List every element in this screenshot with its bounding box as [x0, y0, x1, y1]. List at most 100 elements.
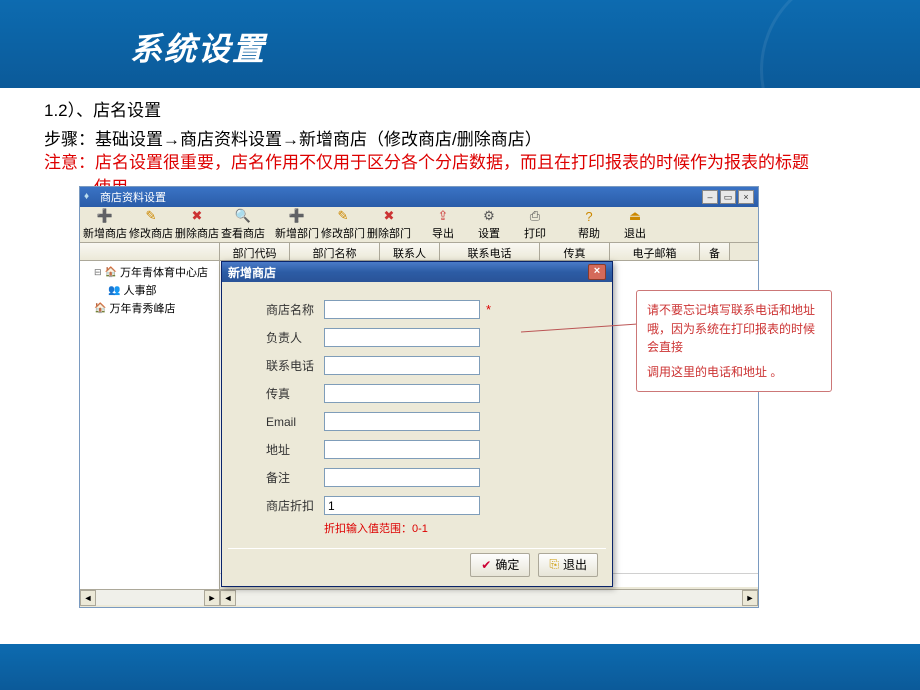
field-row-传真: 传真 [266, 384, 592, 403]
toolbar-icon: ⚙ [481, 208, 497, 224]
note-line-1: 注意：店名设置很重要，店名作用不仅用于区分各个分店数据，而且在打印报表的时候作为… [44, 152, 876, 175]
toolbar-label: 删除商店 [175, 225, 219, 241]
app-icon: ♦ [84, 191, 96, 203]
toolbar-新增部门[interactable]: ➕新增部门 [274, 207, 320, 242]
slide-content: 1.2）、店名设置 步骤：基础设置→商店资料设置→新增商店（修改商店/删除商店）… [0, 88, 920, 200]
step-label: 步骤： [44, 130, 95, 149]
toolbar-icon: ⇪ [435, 208, 451, 224]
slide-title: 系统设置 [130, 24, 266, 70]
column-header[interactable]: 联系人 [380, 243, 440, 260]
tree-item[interactable]: 🏠万年青秀峰店 [82, 299, 217, 317]
note-label: 注意： [44, 153, 95, 172]
toolbar-icon: ⏏ [627, 208, 643, 224]
scroll-right-button[interactable]: ► [742, 590, 758, 606]
field-label: 地址 [266, 441, 324, 458]
负责人-input[interactable] [324, 328, 480, 347]
column-header[interactable]: 部门名称 [290, 243, 380, 260]
toolbar-设置[interactable]: ⚙设置 [466, 207, 512, 242]
tree-label: 万年青秀峰店 [109, 300, 175, 316]
scroll-track[interactable] [236, 590, 742, 605]
dialog-button-bar: ✔ 确定 ⎘退出 [228, 548, 606, 580]
grid-hscroll: ◄ ► [220, 589, 758, 605]
field-row-备注: 备注 [266, 468, 592, 487]
toolbar-icon: ✎ [143, 208, 159, 224]
toolbar-打印[interactable]: ⎙打印 [512, 207, 558, 242]
toolbar-label: 导出 [432, 225, 454, 241]
window-controls: – ▭ × [702, 190, 754, 204]
field-label: Email [266, 415, 324, 429]
scroll-track[interactable] [96, 590, 204, 605]
toolbar-新增商店[interactable]: ➕新增商店 [82, 207, 128, 242]
app-titlebar: ♦ 商店资料设置 – ▭ × [80, 187, 758, 207]
field-label: 商店折扣 [266, 497, 324, 514]
grid-corner [80, 243, 220, 260]
toolbar-icon: ⎙ [527, 208, 543, 224]
toolbar-label: 新增商店 [83, 225, 127, 241]
close-button[interactable]: × [738, 190, 754, 204]
required-star-icon: * [486, 302, 491, 317]
column-header[interactable]: 联系电话 [440, 243, 540, 260]
ok-button[interactable]: ✔ 确定 [470, 553, 530, 577]
app-title: 商店资料设置 [100, 189, 166, 205]
column-header[interactable]: 部门代码 [220, 243, 290, 260]
scroll-right-button[interactable]: ► [204, 590, 220, 606]
field-row-地址: 地址 [266, 440, 592, 459]
toolbar-icon: ➕ [97, 208, 113, 224]
tree-panel: ⊟🏠万年青体育中心店👥人事部🏠万年青秀峰店 [80, 261, 220, 591]
column-header[interactable]: 电子邮箱 [610, 243, 700, 260]
ok-label: 确定 [495, 556, 519, 573]
column-header[interactable]: 备 [700, 243, 730, 260]
check-icon: ✔ [481, 558, 491, 572]
toolbar-删除部门[interactable]: ✖删除部门 [366, 207, 412, 242]
备注-input[interactable] [324, 468, 480, 487]
slide-header: 系统设置 [0, 0, 920, 88]
toolbar-查看商店[interactable]: 🔍查看商店 [220, 207, 266, 242]
toolbar-icon: ✎ [335, 208, 351, 224]
地址-input[interactable] [324, 440, 480, 459]
field-row-联系电话: 联系电话 [266, 356, 592, 375]
商店名称-input[interactable] [324, 300, 480, 319]
door-icon: ⎘ [549, 557, 559, 572]
toolbar-label: 设置 [478, 225, 500, 241]
step-part-0: 基础设置 [95, 130, 163, 149]
tree-node-icon: 🏠 [105, 267, 117, 278]
exit-button[interactable]: ⎘退出 [538, 553, 598, 577]
field-row-Email: Email [266, 412, 592, 431]
arrow-icon: → [282, 130, 299, 149]
maximize-button[interactable]: ▭ [720, 190, 736, 204]
toolbar-删除商店[interactable]: ✖删除商店 [174, 207, 220, 242]
toolbar-label: 退出 [624, 225, 646, 241]
field-row-商店折扣: 商店折扣 [266, 496, 592, 515]
tree-hscroll: ◄ ► [80, 589, 220, 605]
toolbar-修改商店[interactable]: ✎修改商店 [128, 207, 174, 242]
toolbar-帮助[interactable]: ?帮助 [566, 207, 612, 242]
slide-footer [0, 644, 920, 690]
minimize-button[interactable]: – [702, 190, 718, 204]
column-header[interactable]: 传真 [540, 243, 610, 260]
toolbar-导出[interactable]: ⇪导出 [420, 207, 466, 242]
商店折扣-input[interactable] [324, 496, 480, 515]
toolbar-退出[interactable]: ⏏退出 [612, 207, 658, 242]
联系电话-input[interactable] [324, 356, 480, 375]
toolbar-修改部门[interactable]: ✎修改部门 [320, 207, 366, 242]
toolbar-icon: 🔍 [235, 208, 251, 224]
scroll-left-button[interactable]: ◄ [220, 590, 236, 606]
toolbar-label: 打印 [524, 225, 546, 241]
toolbar-label: 新增部门 [275, 225, 319, 241]
tree-expander-icon[interactable]: ⊟ [94, 267, 102, 278]
tree-label: 人事部 [123, 282, 156, 298]
scroll-left-button[interactable]: ◄ [80, 590, 96, 606]
toolbar-icon: ✖ [381, 208, 397, 224]
Email-input[interactable] [324, 412, 480, 431]
toolbar-label: 删除部门 [367, 225, 411, 241]
decorative-swirl [760, 0, 920, 88]
callout-line-1: 请不要忘记填写联系电话和地址哦，因为系统在打印报表的时候会直接 [647, 301, 821, 357]
dialog-body: 商店名称*负责人联系电话传真Email地址备注商店折扣折扣输入值范围：0-1 [222, 282, 612, 542]
传真-input[interactable] [324, 384, 480, 403]
tree-item[interactable]: ⊟🏠万年青体育中心店 [82, 263, 217, 281]
tree-item[interactable]: 👥人事部 [82, 281, 217, 299]
dialog-close-button[interactable]: × [588, 264, 606, 280]
field-label: 备注 [266, 469, 324, 486]
dialog-title: 新增商店 [228, 264, 276, 281]
arrow-icon: → [163, 130, 180, 149]
